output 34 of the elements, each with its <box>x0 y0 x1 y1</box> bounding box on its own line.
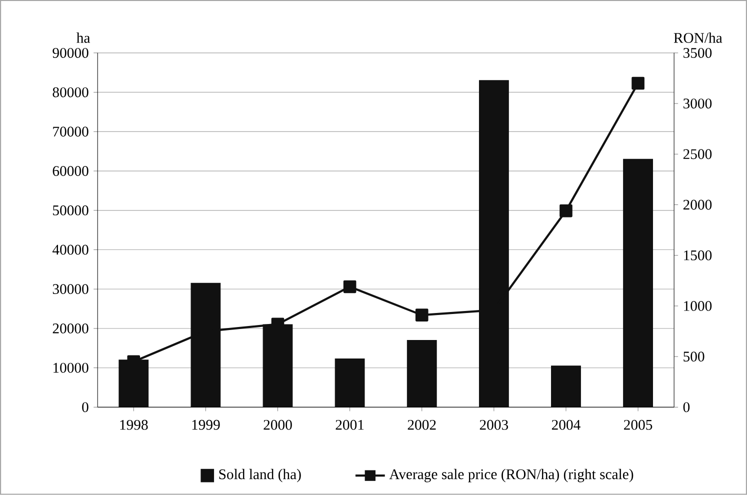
y2-tick-label: 0 <box>683 402 690 412</box>
point <box>560 204 572 218</box>
y-tick-label: 20000 <box>52 324 88 334</box>
point <box>415 308 428 322</box>
x-tick-label: 2004 <box>552 420 580 430</box>
y-tick-label: 80000 <box>52 87 88 98</box>
y2-tick-label: 3500 <box>684 48 712 58</box>
legend-label: Average sale price (RON/ha) (right scale) <box>389 469 634 482</box>
y-tick-label: 30000 <box>52 284 88 294</box>
x-tick-label: 2000 <box>264 420 292 430</box>
y2-tick-label: 1000 <box>684 301 712 312</box>
point <box>343 280 356 294</box>
y2-tick-label: 2500 <box>683 149 712 160</box>
x-tick-label: 1998 <box>120 420 148 430</box>
legend-label: Sold land (ha) <box>219 469 301 482</box>
x-tick-label: 2003 <box>480 420 508 430</box>
y-tick-label: 10000 <box>54 362 88 373</box>
y2-tick-label: 500 <box>684 352 704 362</box>
y2-tick-label: 3000 <box>684 98 712 109</box>
y-tick-label: 90000 <box>52 48 88 58</box>
x-tick-label: 2001 <box>336 420 364 430</box>
y-tick-label: 60000 <box>52 166 88 176</box>
point <box>632 76 644 90</box>
y-tick-label: 40000 <box>52 244 88 255</box>
x-tick-label: 2005 <box>624 420 652 430</box>
y-axis-title: ha <box>76 32 90 43</box>
y2-tick-label: 1500 <box>684 250 712 260</box>
y2-tick-label: 2000 <box>683 200 712 210</box>
x-tick-label: 2002 <box>408 420 436 430</box>
x-tick-label: 1999 <box>192 420 220 430</box>
y-tick-label: 50000 <box>53 206 88 216</box>
y2-axis-title: RON/ha <box>674 32 722 43</box>
y-tick-label: 0 <box>82 402 88 412</box>
y-tick-label: 70000 <box>53 126 88 137</box>
